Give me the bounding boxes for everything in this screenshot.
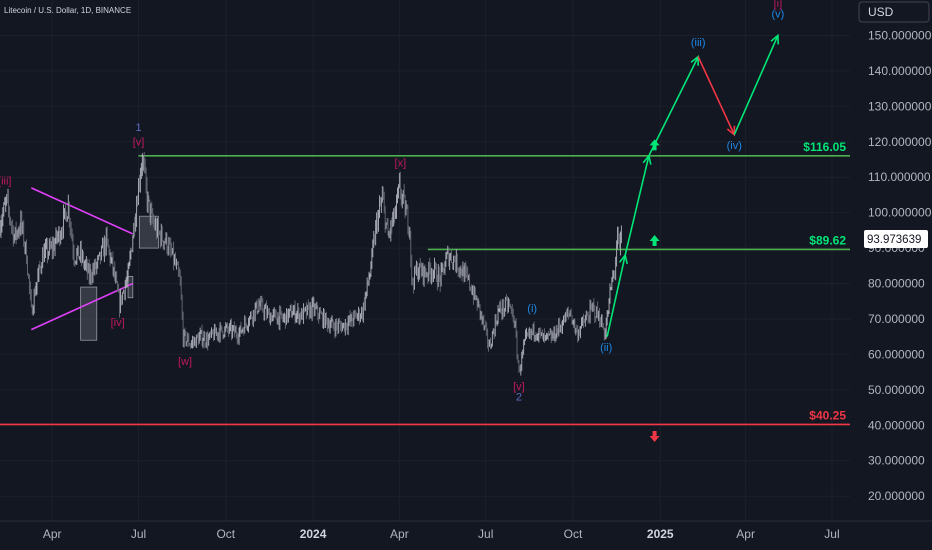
wave-label: [w]	[178, 356, 192, 368]
arrow-up-icon	[649, 139, 660, 151]
horizontal-levels: $116.05 $89.62 $40.25	[0, 140, 850, 426]
y-tick-label: 60.000000	[868, 347, 925, 361]
arrow-up-icon	[649, 235, 660, 247]
x-tick-label: Oct	[216, 527, 235, 541]
y-tick-label: 80.000000	[868, 277, 925, 291]
y-tick-label: 110.000000	[868, 170, 931, 184]
wave-label: [v]	[513, 381, 525, 393]
wave-label: (iii)	[691, 37, 706, 49]
wave-label: (ii)	[600, 342, 612, 354]
symbol-title: Litecoin / U.S. Dollar, 1D, BINANCE	[4, 6, 131, 15]
wave-label: (v)	[771, 9, 784, 21]
level-label: $40.25	[809, 408, 846, 422]
wave-label: [iv]	[111, 317, 125, 329]
current-price-tag: 93.973639	[864, 230, 928, 248]
x-tick-label: Apr	[390, 527, 409, 541]
wave-label: 1	[135, 122, 141, 134]
x-tick-label: Jul	[478, 527, 493, 541]
wave-label: (iv)	[727, 140, 742, 152]
wave-label: [x]	[395, 158, 407, 170]
projection-line	[624, 155, 650, 256]
x-tick-label: Jul	[824, 527, 839, 541]
wave-label: (i)	[527, 303, 537, 315]
arrow-down-icon	[649, 430, 660, 442]
time-axis[interactable]: Apr Jul Oct 2024 Apr Jul Oct 2025 Apr Jul	[43, 527, 840, 541]
x-tick-label: Apr	[43, 527, 62, 541]
x-tick-label: Apr	[736, 527, 755, 541]
x-tick-label: 2024	[300, 527, 327, 541]
grid-lines	[0, 0, 850, 521]
y-tick-label: 150.000000	[868, 28, 932, 42]
level-label: $116.05	[803, 140, 846, 154]
y-tick-label: 30.000000	[868, 454, 925, 468]
price-axis[interactable]	[850, 0, 932, 521]
y-tick-label: 140.000000	[868, 64, 932, 78]
wave-label: [i]	[774, 0, 783, 10]
currency-label: USD	[868, 5, 894, 19]
projection-arrowhead	[770, 33, 780, 45]
shaded-box	[127, 276, 134, 299]
wave-label: [v]	[133, 136, 145, 148]
y-tick-label: 50.000000	[868, 383, 925, 397]
y-tick-label: 130.000000	[868, 99, 932, 113]
wave-labels: [iii][iv]1[v][w][x][v]2(i)(ii)(iii)(iv)[…	[0, 0, 784, 442]
y-tick-label: 120.000000	[868, 135, 932, 149]
wave-label: 2	[516, 391, 522, 403]
y-tick-label: 70.000000	[868, 312, 925, 326]
projection-line	[733, 35, 779, 136]
current-price-value: 93.973639	[867, 234, 921, 246]
candles	[0, 151, 622, 376]
triangle-upper-line	[30, 187, 134, 235]
level-label: $89.62	[809, 233, 846, 247]
x-tick-label: 2025	[647, 527, 674, 541]
y-tick-label: 100.000000	[868, 206, 932, 220]
projection-lines	[606, 33, 780, 337]
x-tick-label: Oct	[564, 527, 583, 541]
projection-line	[606, 255, 626, 337]
currency-button[interactable]: USD	[858, 1, 930, 23]
triangle-lower-line	[30, 282, 134, 331]
wave-label: [iii]	[0, 175, 11, 187]
shaded-box	[80, 286, 98, 341]
y-tick-label: 20.000000	[868, 489, 925, 503]
projection-line	[648, 56, 699, 157]
x-tick-label: Jul	[131, 527, 146, 541]
projection-line	[697, 56, 735, 136]
y-tick-label: 40.000000	[868, 418, 925, 432]
